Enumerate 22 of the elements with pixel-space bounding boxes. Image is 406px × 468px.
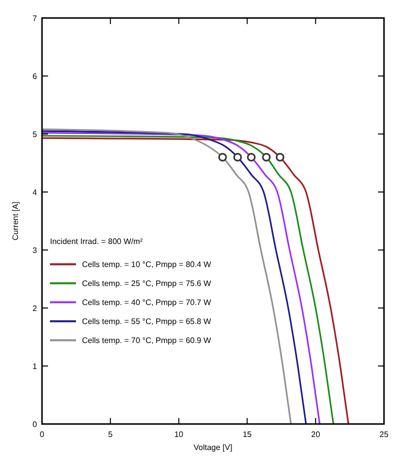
x-tick-label: 25 <box>380 430 389 439</box>
x-tick-label: 20 <box>311 430 321 439</box>
y-tick-label: 6 <box>32 72 38 81</box>
y-tick-label: 5 <box>32 130 38 139</box>
y-tick-label: 7 <box>32 14 38 23</box>
legend-label: Cells temp. = 70 °C, Pmpp = 60.9 W <box>82 336 212 346</box>
legend-label: Cells temp. = 40 °C, Pmpp = 70.7 W <box>82 298 212 308</box>
y-tick-label: 2 <box>32 304 38 313</box>
y-tick-label: 4 <box>32 188 38 197</box>
x-tick-label: 10 <box>174 430 184 439</box>
y-tick-label: 3 <box>32 246 38 255</box>
legend-label: Cells temp. = 25 °C, Pmpp = 75.6 W <box>82 279 212 288</box>
y-axis-title: Current [A] <box>11 202 20 240</box>
legend-label: Cells temp. = 55 °C, Pmpp = 65.8 W <box>82 317 212 326</box>
x-axis-title: Voltage [V] <box>194 443 232 452</box>
x-tick-label: 5 <box>108 430 114 439</box>
x-tick-label: 15 <box>242 430 252 439</box>
legend-title: Incident Irrad. = 800 W/m² <box>50 237 144 246</box>
legend-label: Cells temp. = 10 °C, Pmpp = 80.4 W <box>82 260 212 270</box>
y-tick-label: 1 <box>32 362 38 371</box>
x-tick-label: 0 <box>40 430 45 439</box>
y-tick-label: 0 <box>32 420 38 429</box>
